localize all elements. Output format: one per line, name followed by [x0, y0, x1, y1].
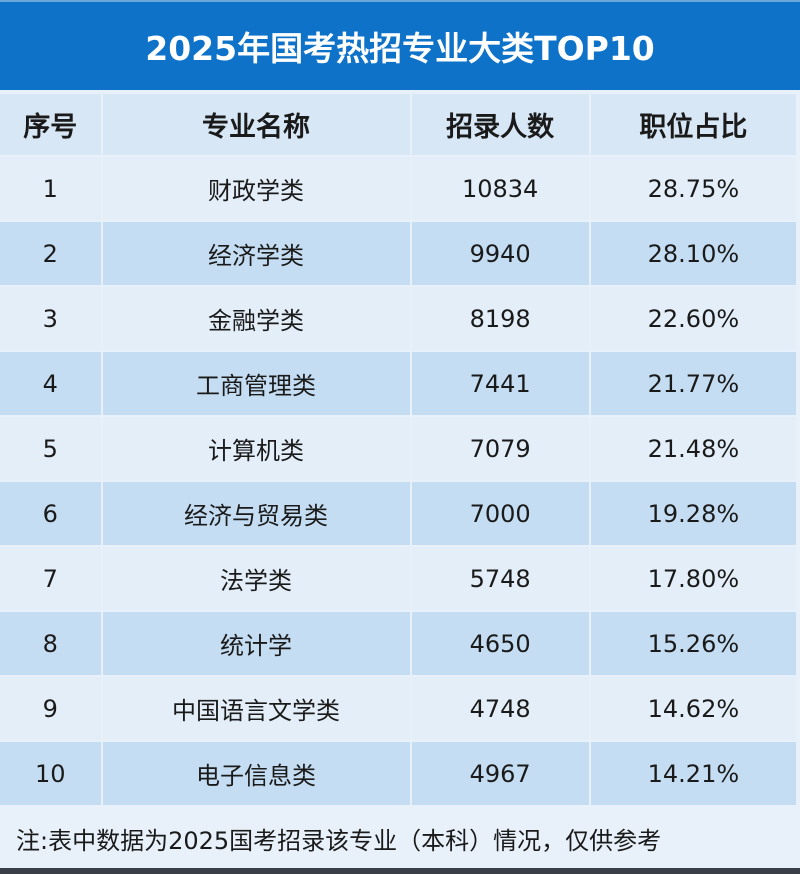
- major-cell: 经济学类: [102, 222, 410, 285]
- share-cell: 14.21%: [590, 742, 796, 805]
- share-cell: 28.10%: [590, 222, 796, 285]
- table-row: 3 金融学类 8198 22.60%: [0, 287, 796, 350]
- header-cell: 职位占比: [590, 94, 796, 155]
- table-row: 5 计算机类 7079 21.48%: [0, 417, 796, 480]
- major-cell: 经济与贸易类: [102, 482, 410, 545]
- table-row: 4 工商管理类 7441 21.77%: [0, 352, 796, 415]
- rank-cell: 6: [0, 482, 101, 545]
- table-row: 1 财政学类 10834 28.75%: [0, 157, 796, 220]
- count-cell: 7441: [411, 352, 589, 415]
- rank-cell: 8: [0, 612, 101, 675]
- share-cell: 19.28%: [590, 482, 796, 545]
- rank-cell: 2: [0, 222, 101, 285]
- share-cell: 21.48%: [590, 417, 796, 480]
- table-row: 6 经济与贸易类 7000 19.28%: [0, 482, 796, 545]
- major-cell: 计算机类: [102, 417, 410, 480]
- header-cell: 专业名称: [102, 94, 410, 155]
- count-cell: 10834: [411, 157, 589, 220]
- major-cell: 工商管理类: [102, 352, 410, 415]
- table-row: 7 法学类 5748 17.80%: [0, 547, 796, 610]
- share-cell: 14.62%: [590, 677, 796, 740]
- bottom-border: [0, 868, 800, 874]
- major-cell: 财政学类: [102, 157, 410, 220]
- header-cell: 序号: [0, 94, 101, 155]
- share-cell: 22.60%: [590, 287, 796, 350]
- table-row: 8 统计学 4650 15.26%: [0, 612, 796, 675]
- count-cell: 4650: [411, 612, 589, 675]
- count-cell: 4748: [411, 677, 589, 740]
- count-cell: 4967: [411, 742, 589, 805]
- footnote: 注:表中数据为2025国考招录该专业（本科）情况，仅供参考: [0, 808, 800, 868]
- rank-cell: 4: [0, 352, 101, 415]
- count-cell: 5748: [411, 547, 589, 610]
- rank-cell: 10: [0, 742, 101, 805]
- share-cell: 21.77%: [590, 352, 796, 415]
- major-cell: 电子信息类: [102, 742, 410, 805]
- header-cell: 招录人数: [411, 94, 589, 155]
- rank-cell: 7: [0, 547, 101, 610]
- count-cell: 8198: [411, 287, 589, 350]
- major-cell: 统计学: [102, 612, 410, 675]
- table-title: 2025年国考热招专业大类TOP10: [0, 0, 800, 90]
- count-cell: 7079: [411, 417, 589, 480]
- share-cell: 28.75%: [590, 157, 796, 220]
- major-cell: 金融学类: [102, 287, 410, 350]
- header-row: 序号 专业名称 招录人数 职位占比: [0, 94, 796, 155]
- major-cell: 法学类: [102, 547, 410, 610]
- data-table: 序号 专业名称 招录人数 职位占比 1 财政学类 10834 28.75% 2 经济学类 9…: [0, 92, 798, 807]
- table-row: 2 经济学类 9940 28.10%: [0, 222, 796, 285]
- count-cell: 7000: [411, 482, 589, 545]
- count-cell: 9940: [411, 222, 589, 285]
- share-cell: 15.26%: [590, 612, 796, 675]
- rank-cell: 9: [0, 677, 101, 740]
- rank-cell: 5: [0, 417, 101, 480]
- rank-cell: 1: [0, 157, 101, 220]
- share-cell: 17.80%: [590, 547, 796, 610]
- table-row: 10 电子信息类 4967 14.21%: [0, 742, 796, 805]
- rank-cell: 3: [0, 287, 101, 350]
- major-cell: 中国语言文学类: [102, 677, 410, 740]
- table-row: 9 中国语言文学类 4748 14.62%: [0, 677, 796, 740]
